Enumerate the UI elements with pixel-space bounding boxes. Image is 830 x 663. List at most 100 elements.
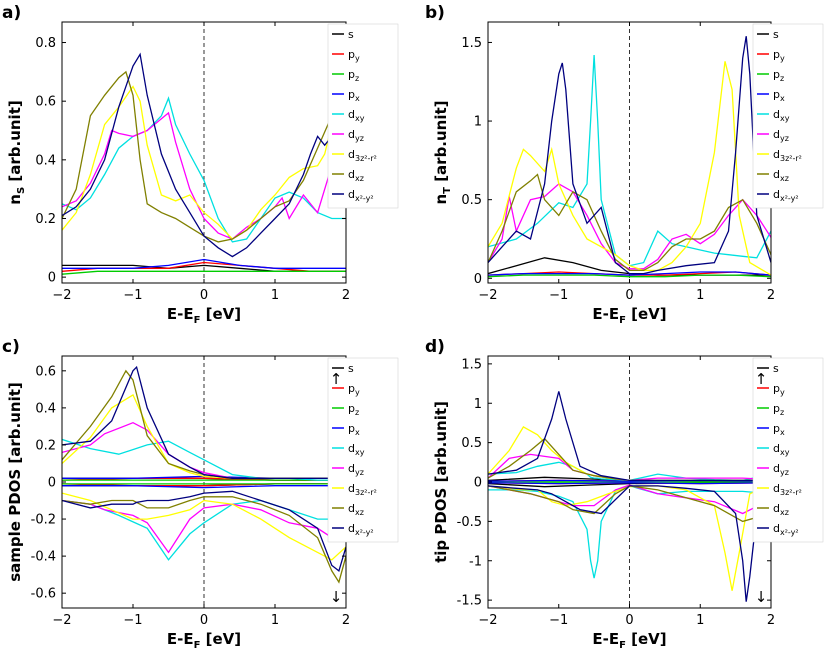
- y-tick-label: 0.4: [35, 153, 56, 168]
- x-tick-label: 1: [696, 613, 704, 628]
- y-tick-label: 0.6: [35, 364, 56, 379]
- legend-label-p_x: px: [348, 88, 360, 103]
- y-tick-label: 0.4: [35, 401, 56, 416]
- legend-label-p_y: py: [773, 382, 785, 397]
- series-p_x-line: [488, 271, 771, 276]
- series-d_x2-y2-line: [62, 52, 346, 258]
- y-tick-label: -0.4: [31, 550, 56, 565]
- series-d_3z2-r2-line: [488, 61, 771, 276]
- legend-label-d_yz: dyz: [348, 462, 364, 477]
- legend: s py pz px dxy dyz d3z²-r² dxz dx²-y²: [752, 23, 824, 209]
- series-p_x-line: [62, 258, 346, 269]
- legend-label-d_x2-y2: dx²-y²: [773, 522, 799, 537]
- spin-up-arrow: ↑: [755, 370, 768, 388]
- x-tick-label: 2: [342, 613, 350, 628]
- series-d_yz-spin-down-line: [62, 499, 346, 554]
- y-tick-label: -1: [469, 554, 482, 569]
- legend-label-d_3z2-r2: d3z²-r²: [348, 482, 377, 497]
- x-tick-label: −1: [123, 288, 142, 303]
- y-tick-label: -0.2: [31, 513, 56, 528]
- x-tick-label: 0: [625, 613, 633, 628]
- legend-label-d_xy: dxy: [773, 442, 790, 457]
- x-tick-label: 1: [271, 613, 279, 628]
- legend-label-d_xy: dxy: [348, 442, 365, 457]
- y-tick-label: 1.5: [461, 357, 482, 372]
- series-d_xy-spin-down-line: [488, 485, 771, 579]
- legend-label-s: s: [773, 28, 779, 41]
- spin-up-arrow: ↑: [330, 370, 343, 388]
- x-tick-label: −2: [478, 613, 497, 628]
- x-axis-label: E-EF [eV]: [167, 630, 241, 651]
- legend-label-p_z: pz: [348, 402, 359, 417]
- legend-label-d_xz: dxz: [773, 502, 789, 517]
- legend-label-p_y: py: [348, 382, 360, 397]
- legend-label-d_yz: dyz: [773, 462, 789, 477]
- panel-label: c): [2, 337, 20, 357]
- legend-label-p_y: py: [773, 48, 785, 63]
- y-tick-label: -0.6: [31, 587, 56, 602]
- legend-label-s: s: [348, 28, 354, 41]
- panel-a: −2 −1 0 1 2 0 0.2 0.4 0.6 0.8 E-EF [eV] nS [arb.uni…: [2, 3, 399, 326]
- y-tick-label: 0: [48, 271, 56, 286]
- x-tick-label: −1: [549, 613, 568, 628]
- legend-label-d_xy: dxy: [348, 108, 365, 123]
- panel-d: −2 −1 0 1 2 -1.5 -1 -0.5 0 0.5 1 1.5 E-EF [eV] tip PD…: [425, 337, 824, 651]
- legend-label-p_x: px: [348, 422, 360, 437]
- y-tick-label: 0.2: [35, 438, 56, 453]
- series-p_x-spin-down-line: [62, 485, 346, 489]
- legend-label-d_xz: dxz: [348, 168, 364, 183]
- series-p_z-line: [488, 274, 771, 278]
- legend: s py pz px dxy dyz d3z²-r² dxz dx²-y²: [327, 23, 399, 209]
- panel-label: d): [425, 337, 445, 357]
- series-d_x2-y2-line: [488, 391, 771, 482]
- x-tick-label: 1: [696, 288, 704, 303]
- x-axis-label: E-EF [eV]: [592, 305, 666, 326]
- legend-label-p_y: py: [348, 48, 360, 63]
- series-d_x2-y2-spin-down-line: [62, 490, 346, 572]
- legend-label-d_xy: dxy: [773, 108, 790, 123]
- x-tick-label: −1: [549, 288, 568, 303]
- x-tick-label: −1: [123, 613, 142, 628]
- series-d_xz-line: [488, 173, 771, 272]
- panel-label: a): [2, 3, 21, 23]
- series-d_3z2-r2-spin-down-line: [62, 492, 346, 561]
- y-tick-label: 0.6: [35, 95, 56, 110]
- spin-down-arrow: ↓: [330, 588, 343, 606]
- y-tick-label: 0.2: [35, 212, 56, 227]
- legend-label-d_3z2-r2: d3z²-r²: [773, 148, 802, 163]
- legend-label-d_x2-y2: dx²-y²: [348, 522, 374, 537]
- y-tick-label: -1.5: [457, 594, 482, 609]
- series-d_x2-y2-line: [488, 36, 771, 275]
- x-tick-label: 0: [625, 288, 633, 303]
- legend-label-d_x2-y2: dx²-y²: [773, 188, 799, 203]
- x-tick-label: 2: [767, 613, 775, 628]
- series-d_xz-spin-down-line: [488, 485, 771, 523]
- legend-label-p_z: pz: [773, 68, 784, 83]
- series-d_3z2-r2-line: [62, 85, 346, 240]
- series-d_xz-line: [488, 437, 771, 482]
- panel-b: −2 −1 0 1 2 0 0.5 1 1.5 E-EF [eV] nT [arb.unit] b) s…: [425, 3, 824, 326]
- x-tick-label: 2: [767, 288, 775, 303]
- legend-label-s: s: [773, 362, 779, 375]
- x-tick-label: −2: [478, 288, 497, 303]
- y-tick-label: 0: [474, 476, 482, 491]
- y-tick-label: 0: [48, 476, 56, 491]
- legend-label-d_xz: dxz: [348, 502, 364, 517]
- x-tick-label: −2: [52, 288, 71, 303]
- legend-label-d_3z2-r2: d3z²-r²: [348, 148, 377, 163]
- y-axis-label: nS [arb.unit]: [6, 100, 27, 204]
- series-d_xy-spin-down-line: [62, 499, 346, 561]
- x-tick-label: 0: [200, 288, 208, 303]
- y-tick-label: 0.5: [461, 193, 482, 208]
- y-tick-label: 0.8: [35, 36, 56, 51]
- plot-frame: [487, 21, 772, 284]
- legend-label-d_xz: dxz: [773, 168, 789, 183]
- y-tick-label: 1: [474, 397, 482, 412]
- legend-label-d_3z2-r2: d3z²-r²: [773, 482, 802, 497]
- legend: s py pz px dxy dyz d3z²-r² dxz dx²-y²: [327, 357, 399, 543]
- series-d_xy-line: [62, 96, 346, 243]
- x-tick-label: 2: [342, 288, 350, 303]
- panel-c: −2 −1 0 1 2 -0.6 -0.4 -0.2 0 0.2 0.4 0.6 E-EF [eV] sa…: [2, 337, 399, 651]
- legend-label-d_yz: dyz: [348, 128, 364, 143]
